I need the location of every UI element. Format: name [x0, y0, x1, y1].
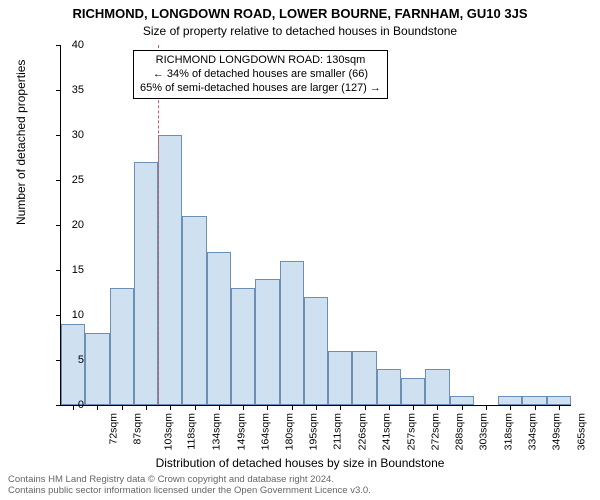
bar [85, 333, 109, 405]
footer-line-1: Contains HM Land Registry data © Crown c… [8, 475, 371, 485]
bar [498, 396, 522, 405]
bar [547, 396, 571, 405]
bar [280, 261, 304, 405]
ytick-mark [56, 360, 61, 361]
xtick-mark [340, 405, 341, 410]
xtick-label: 134sqm [211, 413, 223, 450]
ytick-label: 5 [64, 354, 84, 366]
xtick-mark [146, 405, 147, 410]
xtick-label: 87sqm [132, 413, 144, 445]
xtick-label: 349sqm [551, 413, 563, 450]
ytick-label: 15 [64, 264, 84, 276]
ytick-label: 25 [64, 174, 84, 186]
xtick-mark [122, 405, 123, 410]
xtick-label: 257sqm [405, 413, 417, 450]
bar [401, 378, 425, 405]
ytick-mark [56, 315, 61, 316]
ytick-label: 30 [64, 129, 84, 141]
xtick-mark [559, 405, 560, 410]
footer-attribution: Contains HM Land Registry data © Crown c… [8, 475, 371, 496]
bar [231, 288, 255, 405]
bar [522, 396, 546, 405]
xtick-label: 365sqm [575, 413, 587, 450]
bar [425, 369, 449, 405]
xtick-mark [365, 405, 366, 410]
annotation-line: ← 34% of detached houses are smaller (66… [140, 68, 381, 82]
xtick-label: 72sqm [108, 413, 120, 445]
bar [207, 252, 231, 405]
bar [304, 297, 328, 405]
xtick-mark [437, 405, 438, 410]
bar [450, 396, 474, 405]
xtick-label: 211sqm [331, 413, 343, 450]
xtick-label: 241sqm [381, 413, 393, 450]
xtick-mark [535, 405, 536, 410]
annotation-line: RICHMOND LONGDOWN ROAD: 130sqm [140, 54, 381, 68]
ytick-mark [56, 225, 61, 226]
xtick-mark [316, 405, 317, 410]
xtick-mark [486, 405, 487, 410]
ytick-mark [56, 135, 61, 136]
bar [182, 216, 206, 405]
ytick-label: 35 [64, 84, 84, 96]
bar [328, 351, 352, 405]
bar [352, 351, 376, 405]
xtick-label: 195sqm [308, 413, 320, 450]
chart-title-1: RICHMOND, LONGDOWN ROAD, LOWER BOURNE, F… [0, 6, 600, 21]
annotation-line: 65% of semi-detached houses are larger (… [140, 82, 381, 96]
xtick-label: 118sqm [186, 413, 198, 450]
xtick-label: 288sqm [454, 413, 466, 450]
ytick-label: 20 [64, 219, 84, 231]
footer-line-2: Contains public sector information licen… [8, 486, 371, 496]
xtick-label: 226sqm [356, 413, 368, 450]
bar [134, 162, 158, 405]
x-axis-label: Distribution of detached houses by size … [0, 456, 600, 470]
ytick-label: 40 [64, 39, 84, 51]
xtick-mark [170, 405, 171, 410]
xtick-label: 103sqm [162, 413, 174, 450]
xtick-mark [510, 405, 511, 410]
ytick-mark [56, 45, 61, 46]
xtick-mark [195, 405, 196, 410]
xtick-label: 303sqm [478, 413, 490, 450]
xtick-label: 149sqm [235, 413, 247, 450]
xtick-mark [462, 405, 463, 410]
xtick-mark [219, 405, 220, 410]
bar [110, 288, 134, 405]
ytick-mark [56, 90, 61, 91]
ytick-label: 0 [64, 399, 84, 411]
xtick-label: 180sqm [284, 413, 296, 450]
xtick-mark [97, 405, 98, 410]
ytick-label: 10 [64, 309, 84, 321]
plot-area: RICHMOND LONGDOWN ROAD: 130sqm← 34% of d… [60, 45, 571, 406]
xtick-label: 272sqm [429, 413, 441, 450]
xtick-mark [267, 405, 268, 410]
xtick-label: 318sqm [502, 413, 514, 450]
xtick-mark [389, 405, 390, 410]
xtick-mark [243, 405, 244, 410]
chart-container: RICHMOND LONGDOWN ROAD: 130sqm← 34% of d… [60, 45, 570, 405]
chart-title-2: Size of property relative to detached ho… [0, 24, 600, 38]
ytick-mark [56, 405, 61, 406]
ytick-mark [56, 180, 61, 181]
y-axis-label: Number of detached properties [14, 60, 28, 225]
bar [377, 369, 401, 405]
bar [158, 135, 182, 405]
annotation-box: RICHMOND LONGDOWN ROAD: 130sqm← 34% of d… [133, 50, 388, 99]
xtick-mark [292, 405, 293, 410]
bar [255, 279, 279, 405]
xtick-label: 164sqm [259, 413, 271, 450]
xtick-mark [413, 405, 414, 410]
ytick-mark [56, 270, 61, 271]
xtick-label: 334sqm [526, 413, 538, 450]
